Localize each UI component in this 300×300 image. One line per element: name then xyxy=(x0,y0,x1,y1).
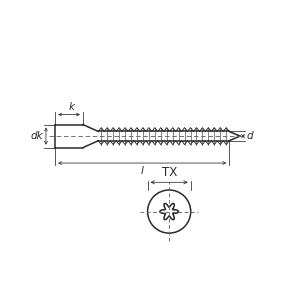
Text: TX: TX xyxy=(161,166,177,179)
Text: d: d xyxy=(246,131,253,141)
Text: k: k xyxy=(69,102,75,112)
Text: l: l xyxy=(141,166,144,176)
Text: dk: dk xyxy=(31,131,44,141)
